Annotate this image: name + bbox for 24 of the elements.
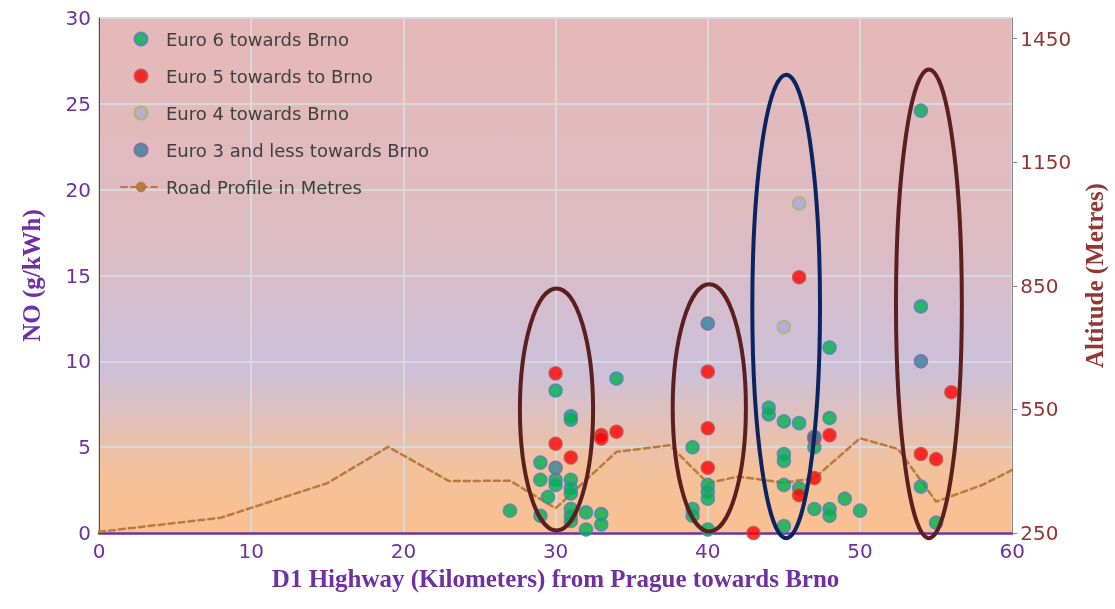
x-tick-label: 50	[847, 539, 873, 563]
legend-label: Euro 3 and less towards Brno	[166, 139, 430, 161]
y2-tick-label: 850	[1020, 273, 1059, 298]
y-tick-label: 15	[65, 263, 91, 288]
y-tick-label: 25	[65, 91, 91, 116]
y-tick-label: 0	[78, 521, 91, 545]
y2-axis-title: Altitude (Metres)	[1081, 183, 1109, 368]
x-tick-label: 40	[695, 539, 721, 563]
y2-tick-label: 1150	[1020, 150, 1072, 175]
y2-tick-label: 1450	[1020, 26, 1072, 51]
y2-tick-label: 550	[1020, 397, 1059, 422]
y-tick-label: 5	[78, 435, 91, 460]
x-tick-label: 20	[390, 539, 417, 563]
x-tick-label: 10	[238, 539, 264, 563]
legend-label: Euro 4 towards Brno	[166, 102, 349, 124]
y-tick-label: 30	[65, 6, 91, 30]
legend-label: Euro 6 towards Brno	[166, 28, 349, 50]
y-tick-label: 10	[65, 349, 91, 374]
x-tick-label: 30	[542, 539, 569, 563]
y-axis-title: NO (g/kWh)	[18, 209, 46, 342]
x-axis-title: D1 Highway (Kilometers) from Prague towards Brno	[271, 564, 840, 593]
legend-label: Euro 5 towards to Brno	[166, 65, 373, 87]
y-tick-label: 20	[65, 177, 91, 202]
legend-label: Road Profile in Metres	[166, 176, 362, 198]
